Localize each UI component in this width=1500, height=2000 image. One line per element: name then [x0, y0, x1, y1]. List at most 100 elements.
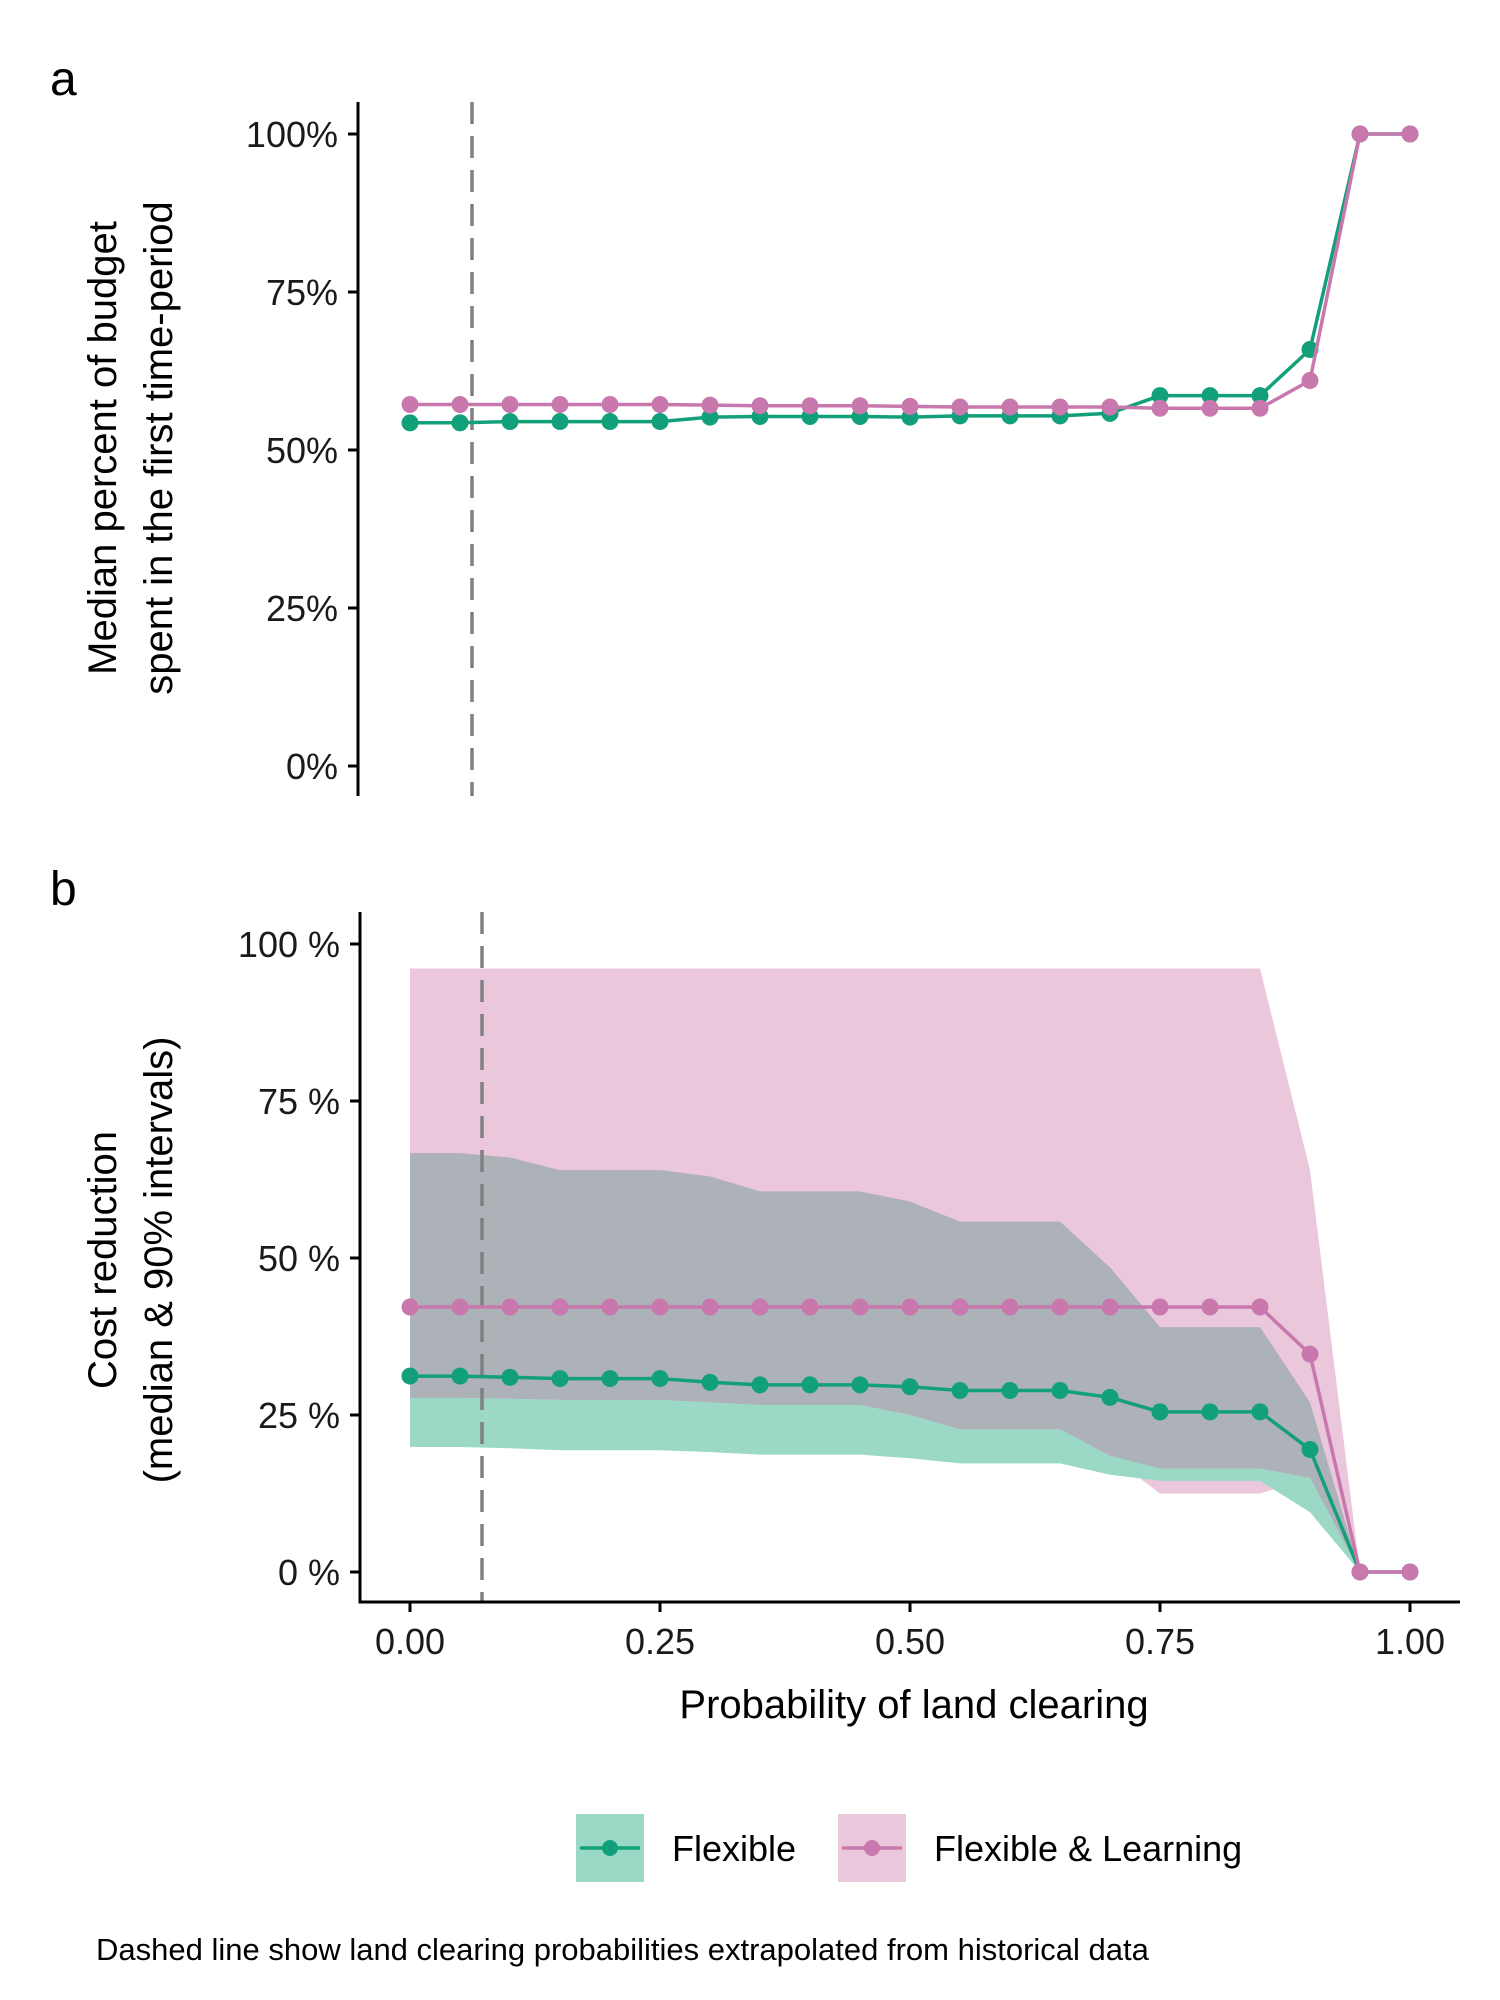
panel-b-flexible_learning-point: [1301, 1345, 1319, 1363]
panel-b-flexible_learning-point: [501, 1298, 519, 1316]
panel-b-ylabel-line2: (median & 90% intervals): [137, 1037, 181, 1484]
panel-a-flexible_learning-point: [1051, 398, 1069, 416]
panel-a-flexible_learning-point: [901, 397, 919, 415]
panel-a-flexible_learning-point: [1101, 398, 1119, 416]
panel-b-flexible_learning-point: [751, 1298, 769, 1316]
panel-a-flexible-point: [551, 413, 569, 431]
panel-b-flexible-point: [901, 1378, 919, 1396]
panel-b-flexible-point: [401, 1367, 419, 1385]
panel-a-flexible-point: [451, 414, 469, 432]
panel-b-flexible-point: [1001, 1382, 1019, 1400]
panel-b-flexible-point: [751, 1376, 769, 1394]
panel-b-flexible_learning-point: [651, 1298, 669, 1316]
panel-b-flexible-point: [1151, 1403, 1169, 1421]
panel-a-y-tick-label: 0%: [286, 746, 338, 787]
panel-a-y-tick-label: 50%: [266, 430, 338, 471]
panel-b-overlap-band: [410, 1153, 1410, 1572]
panel-a-y-tick-label: 100%: [246, 114, 338, 155]
panel-b-flexible-point: [451, 1367, 469, 1385]
panel-a-y-tick-label: 75%: [266, 272, 338, 313]
panel-b-y-tick-label: 25 %: [258, 1395, 340, 1436]
panel-a-flexible_learning-point: [1201, 399, 1219, 417]
panel-a-flexible_learning-point: [451, 395, 469, 413]
panel-b-y-tick-label: 0 %: [278, 1552, 340, 1593]
panel-a-flexible_learning-point: [401, 395, 419, 413]
panel-b-flexible_learning-point: [1151, 1298, 1169, 1316]
panel-b-flexible-point: [1101, 1388, 1119, 1406]
panel-a-flexible_learning-point: [1251, 399, 1269, 417]
panel-b-flexible-point: [1201, 1403, 1219, 1421]
panel-b-flexible_learning-point: [401, 1298, 419, 1316]
panel-a-flexible_learning-point: [501, 395, 519, 413]
panel-b-flexible_learning-point: [951, 1298, 969, 1316]
panel-a-ylabel-line2: spent in the first time-period: [137, 201, 181, 695]
panel-a-flexible_learning-point: [551, 395, 569, 413]
panel-a-flexible-point: [651, 413, 669, 431]
panel-b-flexible-point: [601, 1370, 619, 1388]
panel-b-flexible_learning-point: [1201, 1298, 1219, 1316]
panel-b-flexible-point: [1301, 1441, 1319, 1459]
panel-b-flexible-point: [1251, 1403, 1269, 1421]
panel-b-flexible-point: [651, 1370, 669, 1388]
panel-a-flexible_learning-point: [1001, 398, 1019, 416]
panel-b-flexible-point: [1051, 1382, 1069, 1400]
legend-label-flexible: Flexible: [672, 1828, 796, 1869]
panel-b-y-tick-label: 75 %: [258, 1081, 340, 1122]
panel-a-flexible-point: [701, 408, 719, 426]
panel-b-flexible-band: [410, 1398, 1410, 1572]
panel-b-flexible-point: [801, 1376, 819, 1394]
panel-a-letter: a: [50, 53, 77, 106]
panel-b-interval-bands: [410, 968, 1410, 1572]
panel-b-flexible_learning-point: [701, 1298, 719, 1316]
panel-b-x-ticks: 0.00 0.25 0.50 0.75 1.00: [375, 1602, 1445, 1662]
panel-a-flexible_learning-point: [651, 395, 669, 413]
panel-b-letter: b: [50, 863, 77, 916]
panel-b-x-tick-label: 0.50: [875, 1621, 945, 1662]
figure-caption: Dashed line show land clearing probabili…: [96, 1932, 1150, 1967]
legend-key-learning-point: [864, 1840, 880, 1856]
panel-b-flexible-point: [851, 1376, 869, 1394]
legend: Flexible Flexible & Learning: [576, 1814, 1242, 1882]
panel-a-flexible-point: [401, 414, 419, 432]
panel-a-flexible_learning-point: [601, 395, 619, 413]
panel-a-flexible-point: [501, 413, 519, 431]
panel-b-flexible_learning-point: [1051, 1298, 1069, 1316]
panel-b-flexible-point: [551, 1370, 569, 1388]
panel-a-flexible_learning-point: [1301, 371, 1319, 389]
panel-a-flexible_learning-point: [751, 397, 769, 415]
panel-b-series: [401, 1298, 1419, 1581]
panel-a-y-tick-label: 25%: [266, 588, 338, 629]
panel-a-flexible_learning-point: [851, 397, 869, 415]
panel-a-chart: a 0% 25% 50% 75% 100% Median percent of budg…: [50, 53, 1419, 796]
panel-b-flexible_learning-point: [801, 1298, 819, 1316]
panel-a-series: [401, 125, 1419, 432]
legend-label-flexible-learning: Flexible & Learning: [934, 1828, 1242, 1869]
panel-b-x-tick-label: 1.00: [1375, 1621, 1445, 1662]
panel-a-flexible-point: [601, 413, 619, 431]
panel-b-ylabel-line1: Cost reduction: [81, 1131, 125, 1389]
panel-b-flexible_learning-point: [551, 1298, 569, 1316]
panel-b-chart: b 0 % 25 % 50 % 75 % 100 % 0.00 0.25 0.50 0.75 1…: [50, 863, 1460, 1727]
panel-b-flexible_learning-point: [1101, 1298, 1119, 1316]
panel-b-flexible_learning-point: [851, 1298, 869, 1316]
panel-b-flexible_learning-point: [1251, 1298, 1269, 1316]
panel-b-flexible_learning-point: [1351, 1563, 1369, 1581]
panel-a-ylabel-line1: Median percent of budget: [81, 221, 125, 675]
panel-b-flexible_learning-point: [901, 1298, 919, 1316]
panel-b-flexible_learning-point: [451, 1298, 469, 1316]
panel-a-flexible-line: [410, 132, 1410, 425]
panel-b-x-tick-label: 0.00: [375, 1621, 445, 1662]
panel-a-flexible_learning-point: [1151, 399, 1169, 417]
panel-a-flexible-point: [1201, 387, 1219, 405]
panel-a-flexible_learning-point: [701, 396, 719, 414]
panel-b-flexible_learning-point: [601, 1298, 619, 1316]
panel-b-flexible-point: [951, 1382, 969, 1400]
panel-a-flexible-point: [1151, 387, 1169, 405]
panel-b-flexible-point: [701, 1373, 719, 1391]
legend-key-flexible-point: [602, 1840, 618, 1856]
panel-a-flexible_learning-point: [1351, 125, 1369, 143]
panel-b-flexible-point: [501, 1368, 519, 1386]
panel-b-x-tick-label: 0.75: [1125, 1621, 1195, 1662]
panel-b-flexible_learning-point: [1001, 1298, 1019, 1316]
